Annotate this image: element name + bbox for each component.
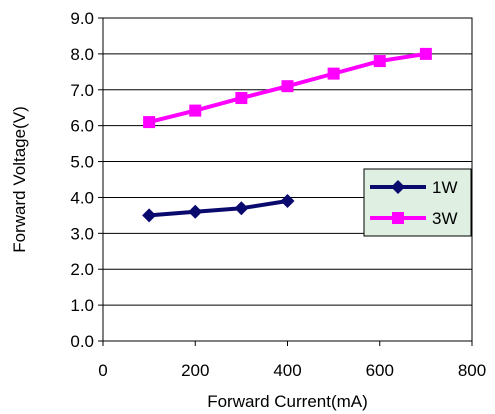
y-tick-label: 8.0 [70,45,94,64]
x-tick-label: 200 [181,361,209,380]
data-point [234,201,249,216]
legend-marker-shape [391,180,405,194]
y-tick-label: 0.0 [70,332,94,351]
x-tick-label: 800 [458,361,486,380]
y-tick-label: 3.0 [70,224,94,243]
series-line [148,199,288,218]
data-point [419,47,432,60]
legend: 1W 3W [363,168,472,237]
x-tick-label: 400 [273,361,301,380]
y-tick-label: 1.0 [70,296,94,315]
legend-swatch-marker [392,212,404,224]
legend-entry-1w: 1W [370,178,458,197]
legend-marker-shape [392,212,404,224]
y-tick-label: 2.0 [70,260,94,279]
axis-ticks: 0.0 1.0 2.0 3.0 4.0 5.0 6.0 7.0 8.0 9.0 0 200 400 600… [70,9,486,380]
x-axis-label: Forward Current(mA) [207,392,368,411]
y-tick-label: 9.0 [70,9,94,28]
legend-box [363,168,472,237]
legend-swatch-marker [391,180,405,194]
x-tick-label: 0 [98,361,107,380]
data-point [143,116,156,129]
legend-label: 1W [432,178,458,197]
data-point [280,194,295,209]
data-point [142,208,157,223]
series-lines [142,47,432,223]
legend-entry-3w: 3W [370,209,458,228]
y-tick-label: 6.0 [70,117,94,136]
y-tick-label: 4.0 [70,188,94,207]
data-point [327,67,340,80]
data-point [235,92,248,105]
data-point [189,104,202,117]
y-tick-label: 5.0 [70,153,94,172]
y-axis-label: Forward Voltage(V) [10,106,29,252]
data-point [373,55,386,68]
y-tick-label: 7.0 [70,81,94,100]
x-tick-label: 600 [366,361,394,380]
legend-label: 3W [432,209,458,228]
data-point [281,80,294,93]
series-1w [142,194,295,223]
data-point [188,204,203,219]
series-3w [143,47,432,129]
